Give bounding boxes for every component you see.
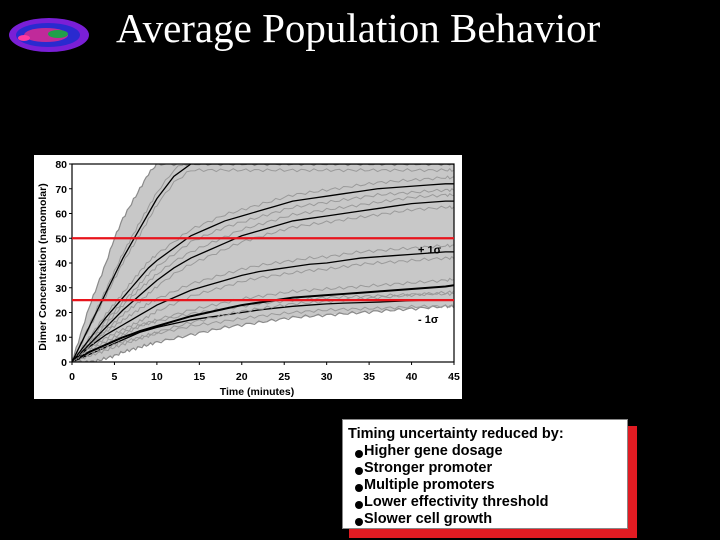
bullet-icon <box>355 449 363 458</box>
x-tick-label: 25 <box>278 371 290 383</box>
series-4-line <box>72 183 454 362</box>
bullet-icon <box>355 517 363 526</box>
x-axis-label: Time (minutes) <box>220 386 294 398</box>
list-item-label: Higher gene dosage <box>364 443 503 459</box>
bullet-icon <box>355 500 363 509</box>
y-tick-label: 70 <box>55 184 67 196</box>
y-tick-label: 30 <box>55 283 67 295</box>
list-item: Lower effectivity threshold <box>355 494 549 511</box>
list-item-label: Slower cell growth <box>364 511 493 527</box>
y-tick-label: 60 <box>55 209 67 221</box>
list-item: Stronger promoter <box>355 460 549 477</box>
reference-line-label-1: - 1σ <box>418 314 439 326</box>
band-lower-edge <box>72 304 454 362</box>
y-tick-label: 20 <box>55 308 67 320</box>
x-tick-label: 40 <box>406 371 418 383</box>
x-tick-label: 30 <box>321 371 333 383</box>
series-2-spread-line <box>72 243 454 362</box>
x-tick-label: 15 <box>193 371 205 383</box>
info-box-list: Higher gene dosage Stronger promoter Mul… <box>355 443 549 528</box>
list-item-label: Lower effectivity threshold <box>364 494 549 510</box>
info-box: Timing uncertainty reduced by: Higher ge… <box>342 419 628 529</box>
series-3-line <box>72 200 454 362</box>
series-5-spread-line <box>72 167 454 362</box>
series-4-spread-line <box>72 175 454 362</box>
list-item: Multiple promoters <box>355 477 549 494</box>
bullet-icon <box>355 483 363 492</box>
bullet-icon <box>355 466 363 475</box>
series-5-spread-line <box>72 164 185 362</box>
series-0-spread-line <box>72 304 454 362</box>
series-3-spread-line <box>72 193 454 362</box>
list-item: Slower cell growth <box>355 511 549 528</box>
chart-panel: + 1σ - 1σ 0 5 10 15 20 25 30 35 40 45 0 10 20 30 40 50 60 7… <box>34 155 462 399</box>
x-tick-label: 35 <box>363 371 375 383</box>
y-tick-label: 0 <box>61 357 67 369</box>
list-item-label: Stronger promoter <box>364 460 493 476</box>
band-upper-edge <box>72 164 454 362</box>
series-0-line <box>72 299 454 362</box>
cell-micrograph-icon <box>9 18 89 52</box>
series-2-spread-line <box>72 255 454 362</box>
series-2-line <box>72 251 454 362</box>
y-tick-label: 40 <box>55 258 67 270</box>
series-1-spread-line <box>72 277 454 362</box>
y-tick-label: 80 <box>55 159 67 171</box>
series-3-spread-line <box>72 205 454 362</box>
series-4-spread-line <box>72 188 454 362</box>
x-tick-label: 0 <box>69 371 75 383</box>
x-tick-label: 20 <box>236 371 248 383</box>
y-tick-label: 50 <box>55 233 67 245</box>
population-chart: + 1σ - 1σ 0 5 10 15 20 25 30 35 40 45 0 10 20 30 40 50 60 7… <box>37 159 460 398</box>
series-5-line <box>72 164 454 362</box>
y-axis-label: Dimer Concentration (nanomolar) <box>37 183 49 350</box>
series-1-line <box>72 284 454 362</box>
reference-line-label-0: + 1σ <box>418 244 442 256</box>
x-tick-label: 45 <box>448 371 460 383</box>
list-item: Higher gene dosage <box>355 443 549 460</box>
info-box-heading: Timing uncertainty reduced by: <box>348 426 564 442</box>
plot-area <box>72 164 454 362</box>
y-tick-label: 10 <box>55 332 67 344</box>
list-item-label: Multiple promoters <box>364 477 495 493</box>
x-tick-label: 10 <box>151 371 163 383</box>
page-title: Average Population Behavior <box>116 5 601 51</box>
series-1-spread-line <box>72 290 454 362</box>
x-tick-label: 5 <box>112 371 118 383</box>
